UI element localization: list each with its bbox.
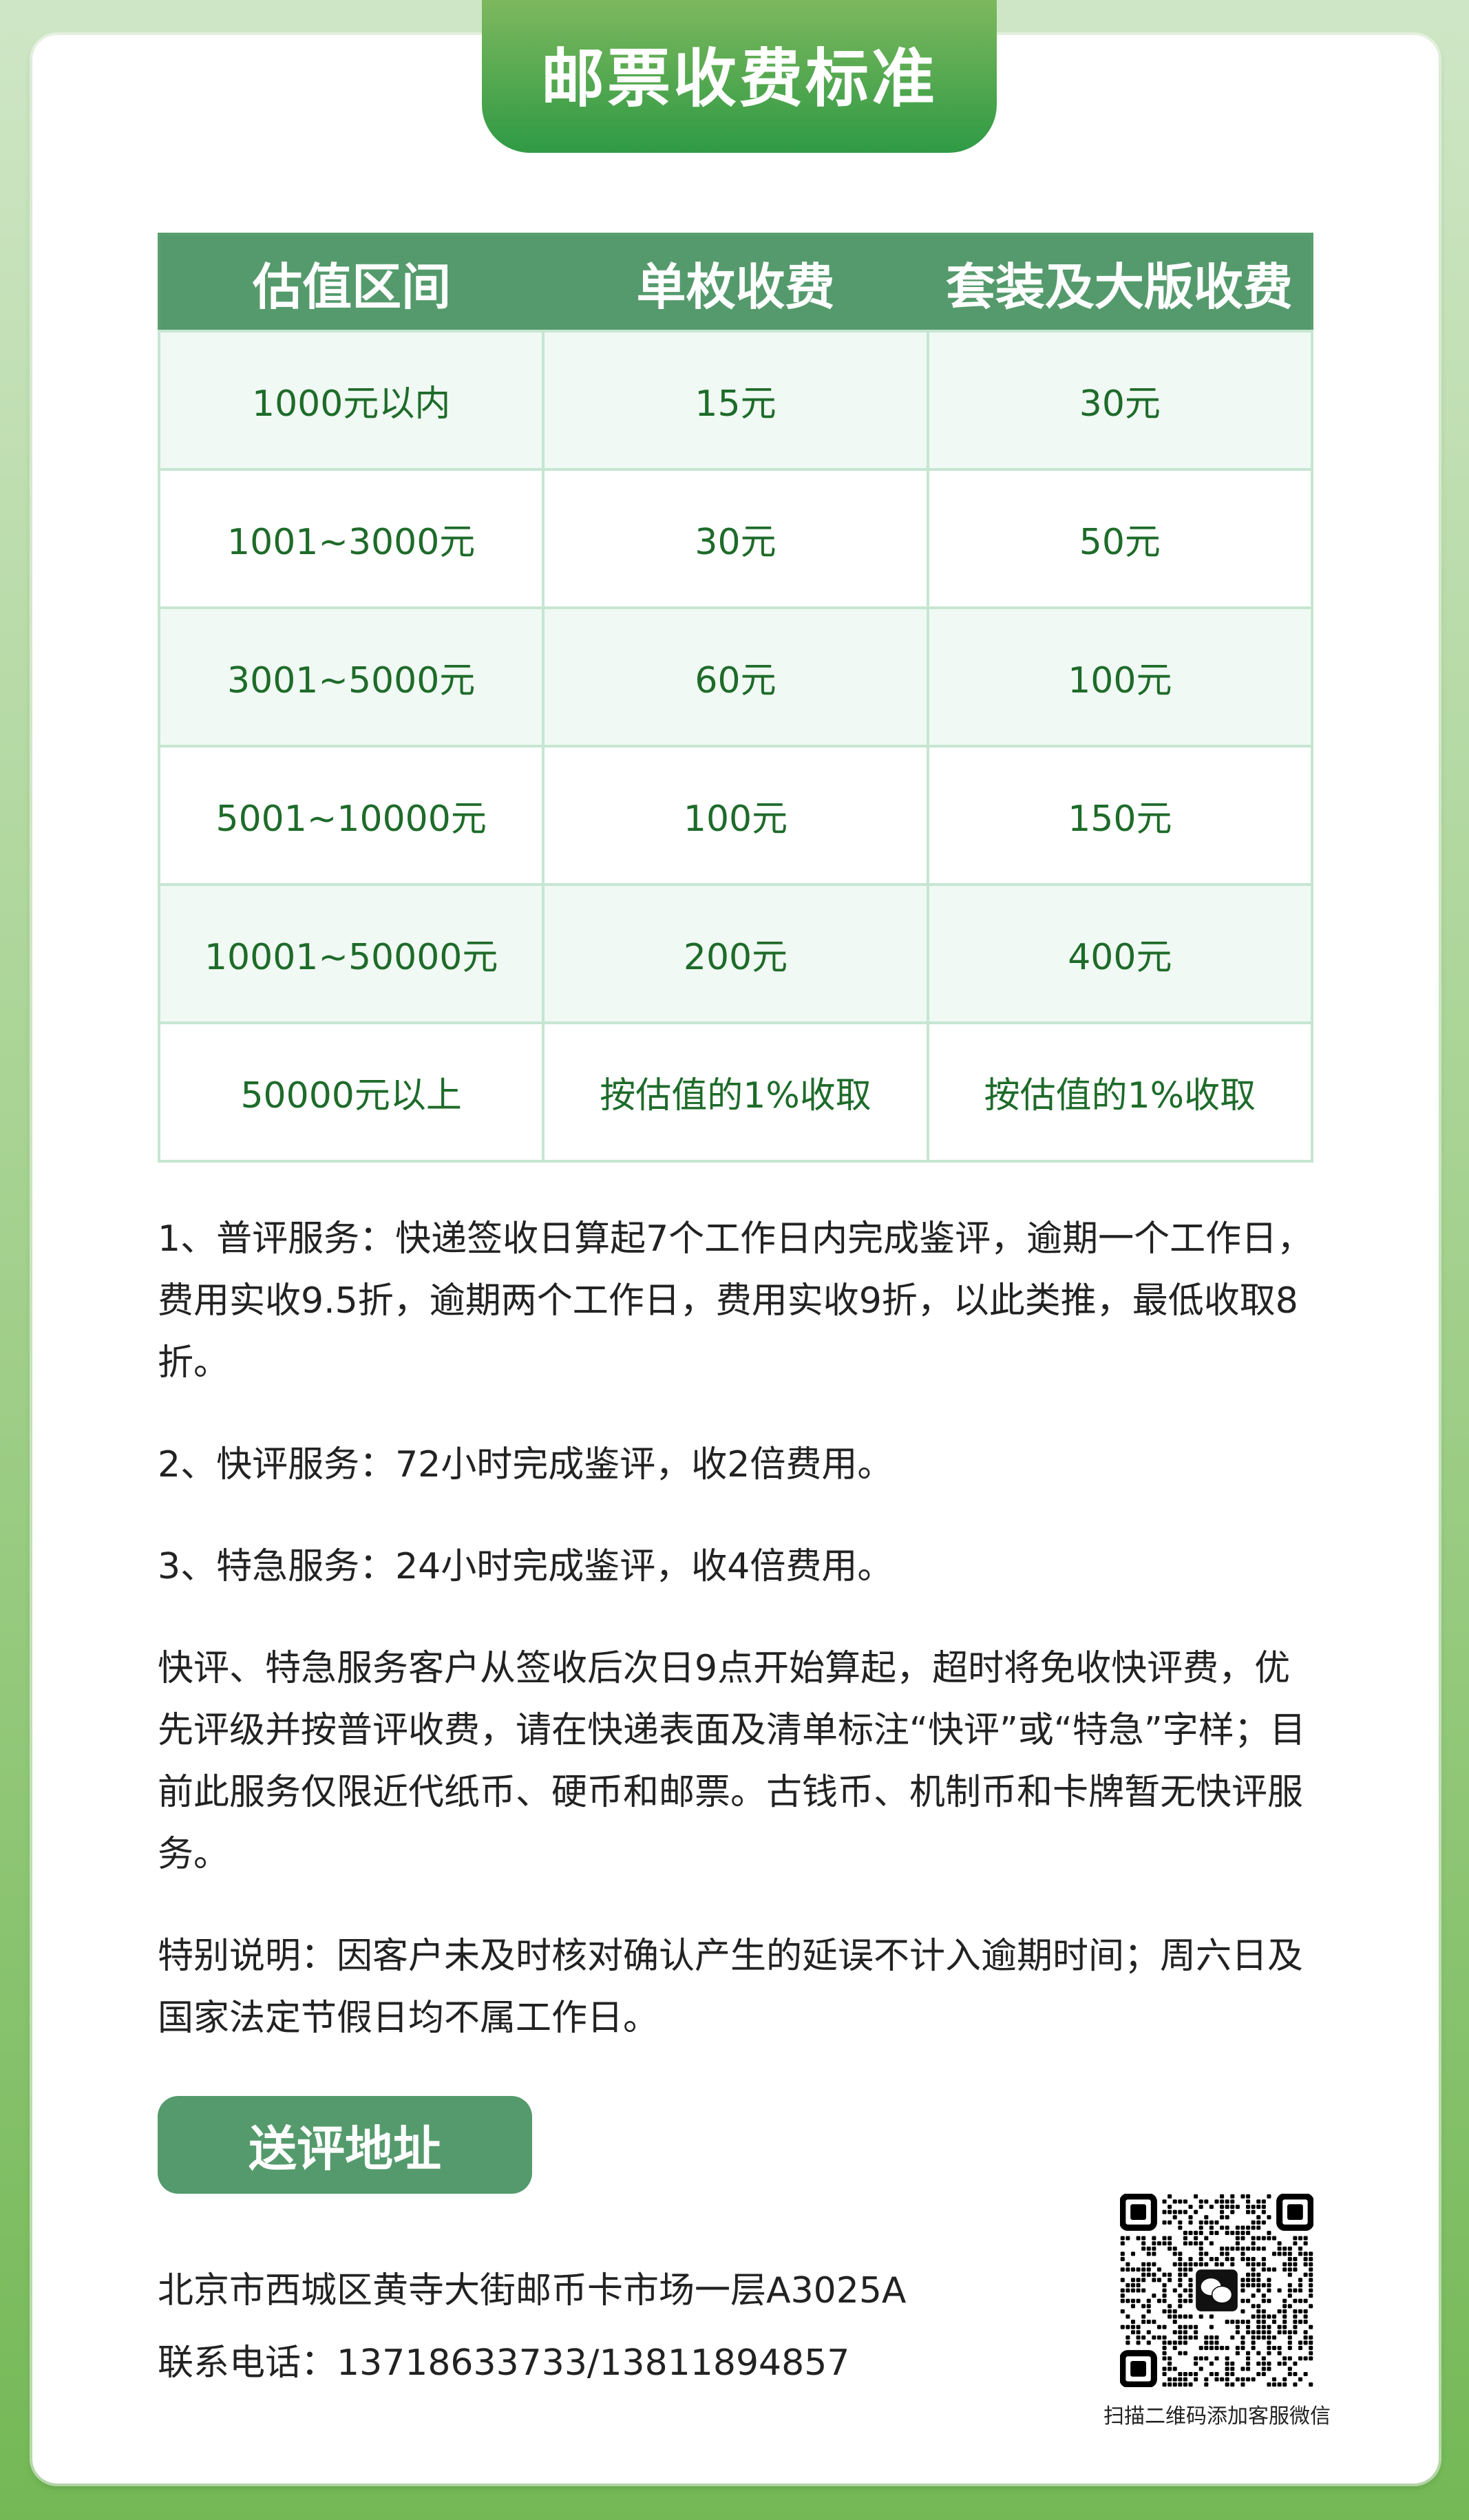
qr-finder (1276, 2194, 1313, 2231)
table-cell: 按估值的1%收取 (542, 1021, 929, 1163)
note-paragraph: 1、普评服务：快递签收日算起7个工作日内完成鉴评，逾期一个工作日，费用实收9.5… (158, 1218, 1313, 1384)
table-cell: 1001~3000元 (157, 468, 545, 609)
qr-caption: 扫描二维码添加客服微信 (1103, 2404, 1331, 2428)
fee-table: 估值区间 单枚收费 套装及大版收费 1000元以内 15元 30元 1001~3000… (157, 233, 1314, 1163)
table-cell: 50000元以上 (157, 1021, 545, 1163)
table-cell: 150元 (926, 745, 1314, 886)
column-header: 套装及大版收费 (927, 234, 1312, 331)
note-paragraph: 特别说明：因客户未及时核对确认产生的延误不计入逾期时间；周六日及国家法定节假日均… (158, 1936, 1304, 2039)
table-cell: 100元 (542, 745, 929, 886)
table-header-row: 估值区间 单枚收费 套装及大版收费 (159, 234, 1312, 331)
table-row: 1000元以内 15元 30元 (157, 330, 1314, 471)
note-paragraph: 快评、特急服务客户从签收后次日9点开始算起，超时将免收快评费，优先评级并按普评收… (158, 1648, 1306, 1875)
note-paragraph: 3、特急服务：24小时完成鉴评，收4倍费用。 (158, 1546, 894, 1587)
column-header: 估值区间 (159, 234, 544, 331)
table-cell: 30元 (926, 330, 1314, 471)
table-cell: 100元 (926, 606, 1314, 748)
column-header: 单枚收费 (543, 234, 928, 331)
qr-finder (1120, 2194, 1157, 2231)
wechat-icon (1196, 2269, 1238, 2311)
table-cell: 按估值的1%收取 (926, 1021, 1314, 1163)
qr-finder (1120, 2350, 1157, 2387)
note-paragraph: 2、快评服务：72小时完成鉴评，收2倍费用。 (158, 1444, 894, 1485)
address-line: 北京市西城区黄寺大街邮币卡市场一层A3025A (158, 2270, 907, 2311)
title-banner: 邮票收费标准 (482, 0, 997, 153)
table-cell: 30元 (542, 468, 929, 609)
qr-code (1120, 2194, 1313, 2387)
table-cell: 200元 (542, 883, 929, 1024)
table-row: 3001~5000元 60元 100元 (157, 606, 1314, 748)
table-cell: 1000元以内 (157, 330, 545, 471)
table-row: 1001~3000元 30元 50元 (157, 468, 1314, 609)
notes: 1、普评服务：快递签收日算起7个工作日内完成鉴评，逾期一个工作日，费用实收9.5… (158, 1208, 1321, 2089)
table-row: 50000元以上 按估值的1%收取 按估值的1%收取 (157, 1021, 1314, 1163)
table-cell: 15元 (542, 330, 929, 471)
table-cell: 60元 (542, 606, 929, 748)
page-title: 邮票收费标准 (540, 41, 938, 116)
address-heading: 送评地址 (158, 2096, 532, 2194)
phone-line: 联系电话：13718633733/13811894857 (158, 2342, 850, 2384)
table-cell: 50元 (926, 468, 1314, 609)
table-cell: 5001~10000元 (157, 745, 545, 886)
table-row: 10001~50000元 200元 400元 (157, 883, 1314, 1024)
table-cell: 10001~50000元 (157, 883, 545, 1024)
table-cell: 3001~5000元 (157, 606, 545, 748)
table-cell: 400元 (926, 883, 1314, 1024)
table-row: 5001~10000元 100元 150元 (157, 745, 1314, 886)
